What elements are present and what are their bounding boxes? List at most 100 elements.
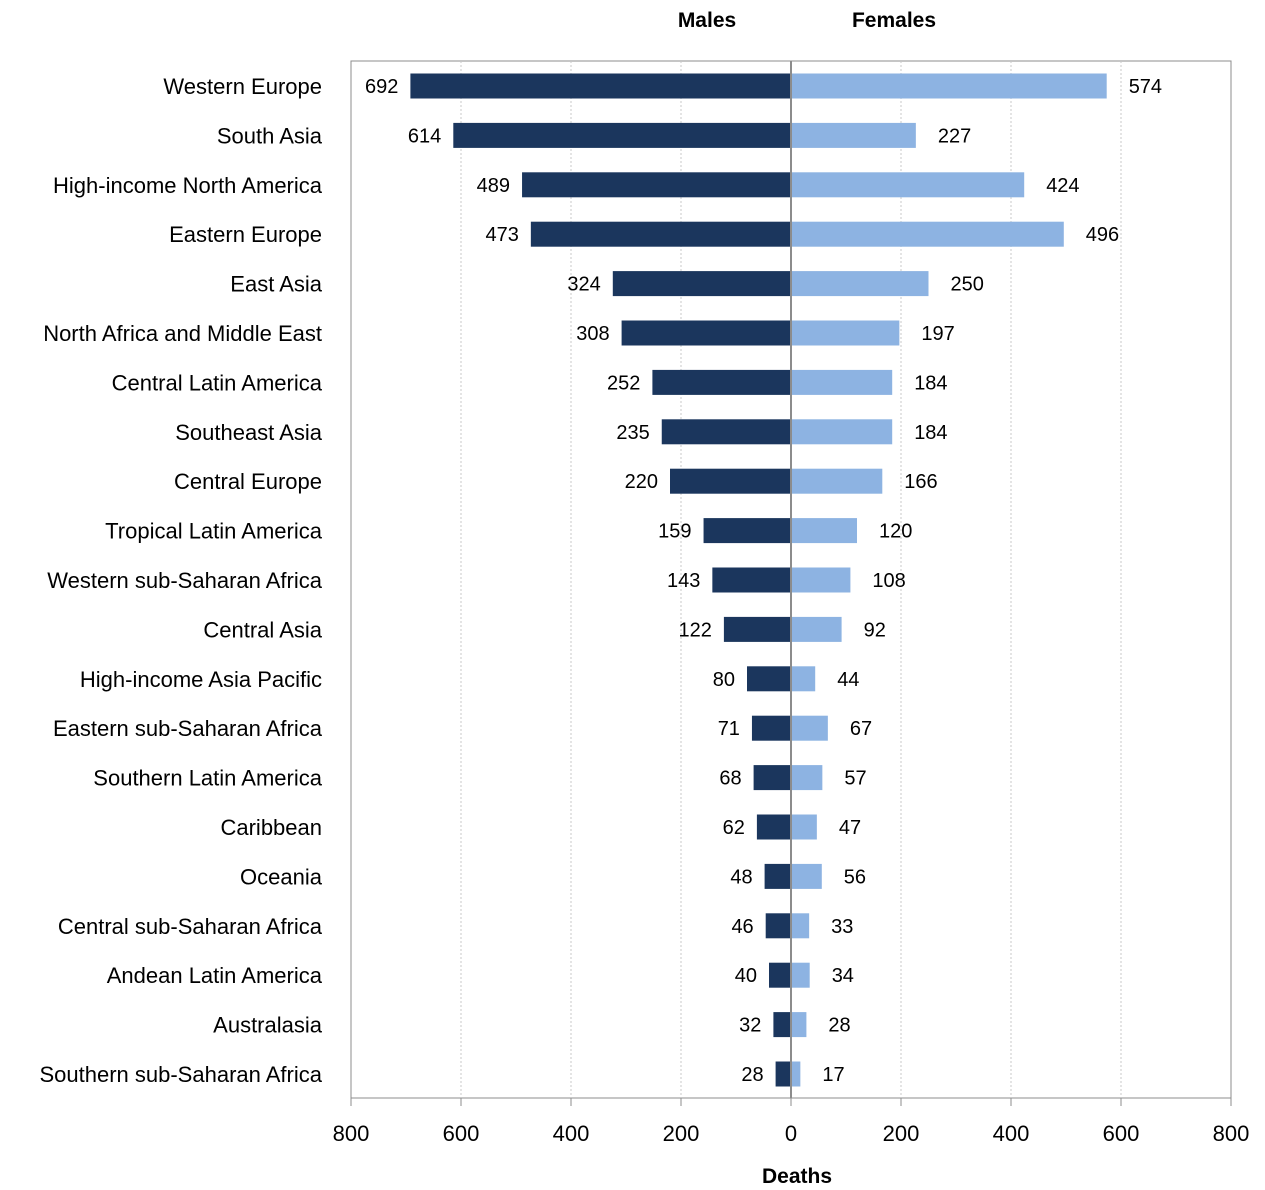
female-bar	[791, 73, 1107, 99]
region-label: Australasia	[213, 1013, 323, 1038]
male-bar	[756, 814, 791, 840]
female-bar	[791, 419, 893, 445]
region-label: Caribbean	[220, 815, 322, 840]
female-bar	[791, 567, 851, 593]
female-value-label: 496	[1086, 224, 1119, 246]
region-label: Eastern Europe	[169, 222, 322, 247]
region-label: Central sub-Saharan Africa	[58, 914, 323, 939]
male-value-label: 473	[485, 224, 518, 246]
male-bar	[775, 1061, 791, 1087]
male-bar	[621, 320, 791, 346]
female-bar	[791, 122, 916, 148]
female-value-label: 424	[1046, 175, 1079, 197]
female-value-label: 67	[850, 718, 872, 740]
male-value-label: 324	[567, 274, 600, 296]
female-bar	[791, 814, 817, 840]
male-bar	[612, 271, 791, 297]
x-tick-label: 800	[1213, 1121, 1250, 1146]
male-value-label: 692	[365, 76, 398, 98]
x-axis-title: Deaths	[762, 1165, 832, 1188]
female-value-label: 33	[831, 916, 853, 938]
region-label: Western sub-Saharan Africa	[47, 568, 322, 593]
male-value-label: 80	[713, 669, 735, 691]
male-bar	[753, 765, 791, 791]
female-bar	[791, 1061, 801, 1087]
male-value-label: 71	[718, 718, 740, 740]
male-value-label: 32	[739, 1015, 761, 1037]
male-value-label: 48	[730, 866, 752, 888]
male-bar	[522, 172, 791, 198]
male-value-label: 614	[408, 125, 441, 147]
female-value-label: 92	[864, 619, 886, 641]
female-bar	[791, 666, 816, 692]
female-bar	[791, 962, 810, 988]
x-tick-label: 600	[443, 1121, 480, 1146]
male-bar	[410, 73, 791, 99]
x-tick-label: 400	[553, 1121, 590, 1146]
female-bar	[791, 271, 929, 297]
female-value-label: 44	[837, 669, 859, 691]
female-value-label: 197	[921, 323, 954, 345]
region-label: Central Europe	[174, 469, 322, 494]
female-bar	[791, 172, 1025, 198]
region-label: East Asia	[230, 272, 322, 297]
male-bar	[773, 1012, 791, 1038]
bars: 692 574 614 227 489 424 473 496 324 250 308 197 252 1…	[365, 73, 1162, 1087]
region-label: Andean Latin America	[107, 963, 323, 988]
female-value-label: 34	[832, 965, 854, 987]
female-bar	[791, 468, 883, 494]
region-label: Tropical Latin America	[105, 519, 323, 544]
male-value-label: 143	[667, 570, 700, 592]
female-bar	[791, 369, 893, 395]
region-label: Southern Latin America	[93, 766, 322, 791]
category-labels: Western Europe South Asia High-income Nort…	[39, 74, 322, 1087]
male-value-label: 28	[741, 1064, 763, 1086]
male-bar	[712, 567, 791, 593]
region-label: Western Europe	[163, 74, 322, 99]
region-label: Southeast Asia	[175, 420, 323, 445]
region-label: North Africa and Middle East	[43, 321, 322, 346]
x-tick-label: 800	[333, 1121, 370, 1146]
female-value-label: 120	[879, 521, 912, 543]
male-value-label: 46	[731, 916, 753, 938]
male-value-label: 62	[723, 817, 745, 839]
female-value-label: 250	[951, 274, 984, 296]
female-bar	[791, 765, 823, 791]
male-bar	[530, 221, 791, 247]
x-tick-label: 400	[993, 1121, 1030, 1146]
x-tick-label: 0	[785, 1121, 797, 1146]
male-value-label: 220	[625, 471, 658, 493]
male-value-label: 40	[735, 965, 757, 987]
region-label: High-income North America	[53, 173, 323, 198]
male-value-label: 235	[616, 422, 649, 444]
male-value-label: 68	[719, 768, 741, 790]
female-bar	[791, 221, 1064, 247]
female-value-label: 108	[872, 570, 905, 592]
male-bar	[661, 419, 791, 445]
female-value-label: 56	[844, 866, 866, 888]
male-bar	[765, 913, 791, 939]
x-tick-label: 200	[663, 1121, 700, 1146]
female-bar	[791, 616, 842, 642]
female-bar	[791, 863, 822, 889]
female-bar	[791, 913, 810, 939]
male-bar	[751, 715, 791, 741]
male-bar	[670, 468, 791, 494]
female-bar	[791, 518, 857, 544]
female-value-label: 184	[914, 422, 947, 444]
male-value-label: 122	[679, 619, 712, 641]
region-label: Southern sub-Saharan Africa	[39, 1062, 322, 1087]
male-value-label: 159	[658, 521, 691, 543]
x-axis: 800 600 400 200 0 200 400 600 800	[333, 1098, 1250, 1146]
female-value-label: 17	[822, 1064, 844, 1086]
male-bar	[453, 122, 791, 148]
male-value-label: 308	[576, 323, 609, 345]
female-value-label: 184	[914, 372, 947, 394]
region-label: South Asia	[217, 123, 323, 148]
female-bar	[791, 320, 900, 346]
male-bar	[747, 666, 791, 692]
male-bar	[652, 369, 791, 395]
male-value-label: 252	[607, 372, 640, 394]
x-tick-label: 200	[883, 1121, 920, 1146]
